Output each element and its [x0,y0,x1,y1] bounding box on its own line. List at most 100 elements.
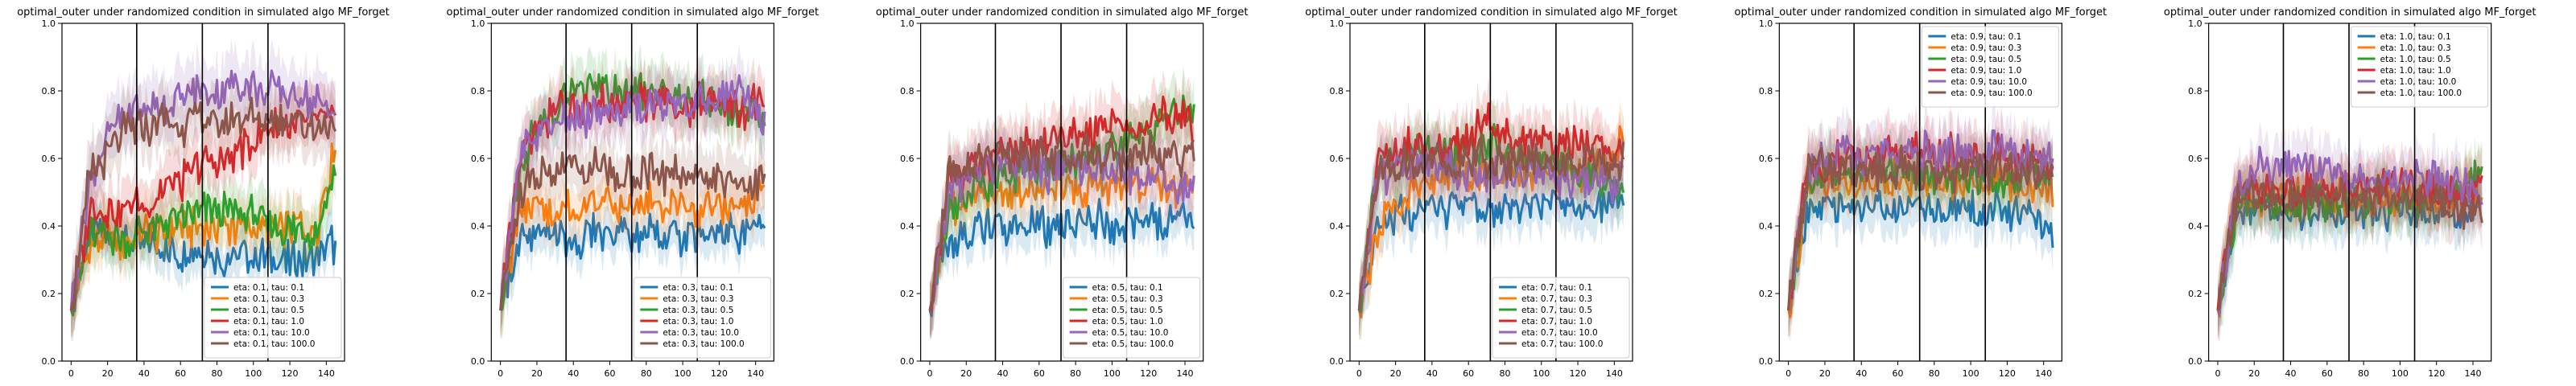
x-tick-label: 120 [711,368,728,379]
x-tick-label: 100 [1533,368,1550,379]
y-tick-label: 0.6 [2188,154,2202,164]
y-tick-label: 0.8 [1759,86,1773,96]
y-tick-label: 1.0 [1329,18,1344,29]
legend-label: eta: 0.3, tau: 100.0 [663,339,744,349]
axes-frame [1349,23,1633,362]
y-tick-label: 0.8 [2188,86,2202,96]
y-tick-label: 0.8 [1329,86,1344,96]
x-tick-label: 60 [1034,368,1045,379]
legend-label: eta: 0.7, tau: 0.1 [1521,283,1592,293]
x-tick-label: 100 [1104,368,1121,379]
x-tick-label: 20 [1390,368,1402,379]
y-tick-label: 0.8 [900,86,914,96]
legend-label: eta: 0.1, tau: 1.0 [233,317,304,326]
x-tick-label: 60 [1893,368,1904,379]
y-tick-label: 0.4 [900,221,914,232]
y-tick-label: 0.2 [1329,289,1344,299]
legend-label: eta: 0.5, tau: 10.0 [1092,328,1169,338]
chart-title: optimal_outer under randomized condition… [876,6,1249,18]
legend-label: eta: 0.5, tau: 1.0 [1092,317,1163,326]
legend-label: eta: 0.7, tau: 1.0 [1521,317,1592,326]
axes-frame [490,23,774,362]
x-tick-label: 100 [2392,368,2409,379]
chart-title: optimal_outer under randomized condition… [1305,6,1678,18]
series-line-1 [928,198,1195,318]
x-tick-label: 0 [2215,368,2220,379]
y-tick-label: 0.0 [1329,356,1344,367]
series-line-4 [929,95,1195,312]
legend-label: eta: 0.5, tau: 0.1 [1092,283,1163,293]
x-tick-label: 140 [2035,368,2052,379]
chart-panel-3: optimal_outer under randomized condition… [876,6,1249,379]
x-tick-label: 20 [1819,368,1831,379]
series-line-5 [1357,149,1624,311]
x-tick-label: 60 [175,368,186,379]
legend-box [1063,277,1201,359]
x-tick-label: 0 [1785,368,1791,379]
x-tick-label: 80 [1499,368,1510,379]
y-tick-label: 0.2 [900,289,914,299]
legend-label: eta: 1.0, tau: 0.5 [2380,55,2451,64]
x-tick-label: 100 [675,368,691,379]
series-line-5 [69,69,336,311]
x-tick-label: 120 [1140,368,1157,379]
x-tick-label: 140 [1177,368,1194,379]
x-tick-label: 40 [1426,368,1438,379]
y-tick-label: 0.6 [1329,154,1344,164]
x-tick-label: 40 [138,368,150,379]
legend-label: eta: 0.3, tau: 1.0 [663,317,733,326]
x-tick-label: 60 [605,368,616,379]
chart-panel-6: optimal_outer under randomized condition… [2164,6,2537,379]
y-tick-label: 1.0 [471,18,485,29]
series-line-6 [928,132,1195,311]
x-tick-label: 60 [2322,368,2333,379]
series-line-6 [499,146,766,311]
legend-label: eta: 0.9, tau: 0.3 [1951,43,2021,53]
x-tick-label: 100 [245,368,262,379]
y-tick-label: 0.4 [471,221,485,232]
x-tick-label: 120 [1570,368,1587,379]
series-line-1 [1787,187,2054,312]
x-tick-label: 40 [568,368,579,379]
legend-box [204,277,342,359]
legend-label: eta: 1.0, tau: 1.0 [2380,66,2451,76]
y-tick-label: 1.0 [1759,18,1773,29]
legend-box [633,277,771,359]
chart-title: optimal_outer under randomized condition… [1735,6,2107,18]
legend-label: eta: 0.9, tau: 100.0 [1951,88,2032,98]
series-line-6 [2216,174,2483,311]
y-tick-label: 1.0 [2188,18,2202,29]
legend-label: eta: 0.3, tau: 10.0 [663,328,739,338]
series-line-3 [69,164,337,317]
y-tick-label: 0.4 [1329,221,1344,232]
y-tick-label: 0.6 [471,154,485,164]
series-line-5 [2216,146,2483,315]
y-tick-label: 0.0 [900,356,914,367]
legend-label: eta: 0.9, tau: 1.0 [1951,66,2021,76]
legend-label: eta: 0.5, tau: 0.5 [1092,306,1163,315]
legend-label: eta: 0.3, tau: 0.5 [663,306,733,315]
legend-label: eta: 1.0, tau: 0.3 [2380,43,2451,53]
x-tick-label: 80 [211,368,222,379]
legend-label: eta: 0.1, tau: 0.5 [233,306,304,315]
x-tick-label: 140 [2465,368,2482,379]
legend-label: eta: 0.3, tau: 0.1 [663,283,733,293]
legend-label: eta: 0.9, tau: 10.0 [1951,77,2027,87]
series-line-6 [1357,135,1625,311]
legend-label: eta: 0.1, tau: 10.0 [233,328,310,338]
legend-box [1921,26,2059,108]
legend-box [2351,26,2489,108]
x-tick-label: 20 [960,368,972,379]
x-tick-label: 80 [1070,368,1081,379]
legend-label: eta: 0.9, tau: 0.5 [1951,55,2021,64]
axes-frame [2208,23,2492,362]
y-tick-label: 1.0 [900,18,914,29]
series-line-1 [499,211,766,311]
legend-label: eta: 0.1, tau: 0.1 [233,283,304,293]
chart-title: optimal_outer under randomized condition… [447,6,819,18]
x-tick-label: 0 [497,368,503,379]
legend-label: eta: 0.7, tau: 10.0 [1521,328,1598,338]
